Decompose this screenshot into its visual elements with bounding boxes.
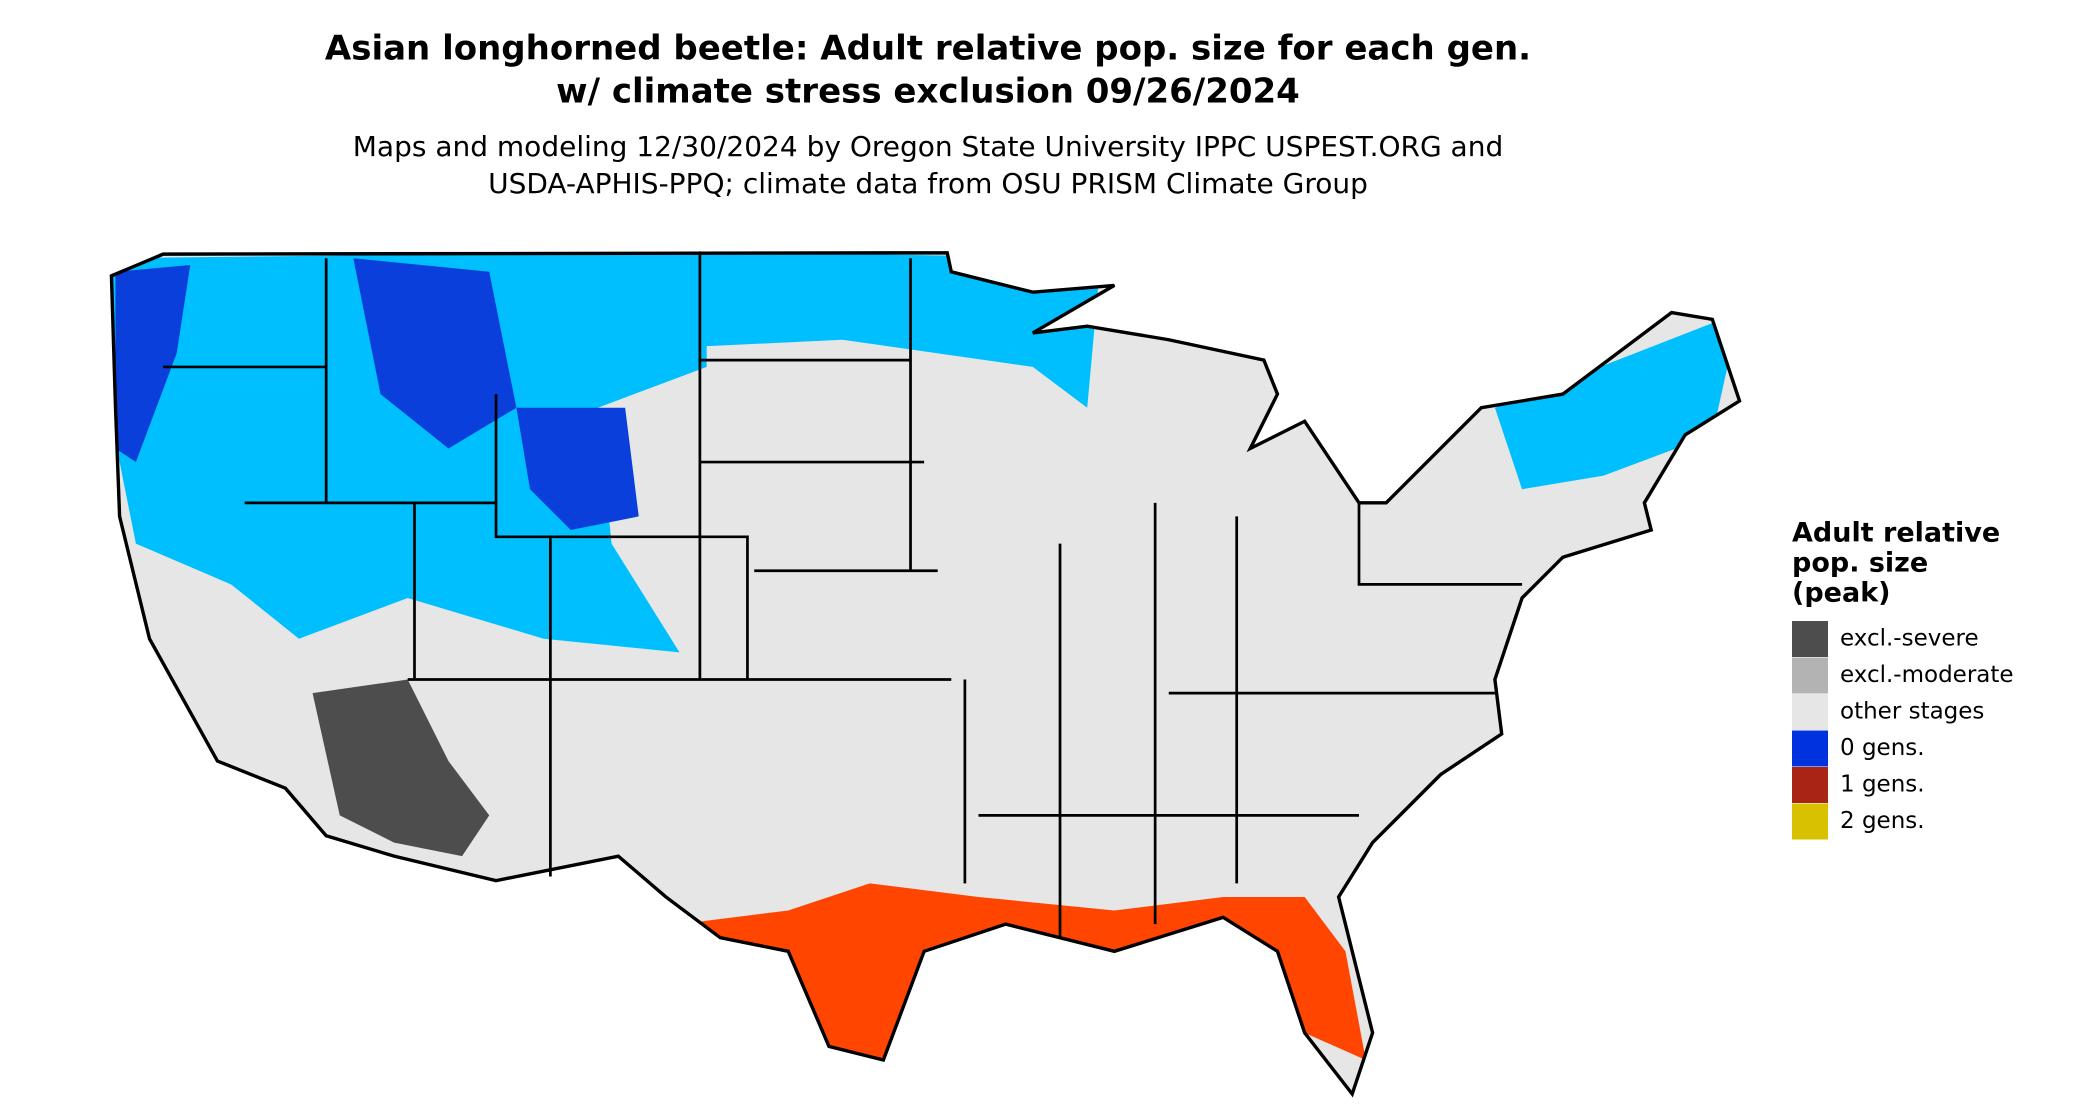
title: Asian longhorned beetle: Adult relative … (325, 29, 1531, 69)
legend-title: Adult relative (1792, 518, 2000, 549)
region-excl-severe (312, 679, 490, 857)
legend-label: 2 gens. (1840, 808, 1925, 834)
legend-swatch (1792, 803, 1828, 840)
legend-swatch (1792, 767, 1828, 803)
legend-swatch (1792, 657, 1828, 694)
legend-swatch (1792, 730, 1828, 767)
legend-label: excl.-severe (1840, 626, 1979, 652)
legend-swatch (1792, 694, 1828, 730)
subtitle: Maps and modeling 12/30/2024 by Oregon S… (353, 130, 1504, 163)
region-dark-blue (115, 258, 639, 531)
subtitle: USDA-APHIS-PPQ; climate data from OSU PR… (488, 167, 1368, 200)
legend-title: pop. size (1792, 548, 1928, 579)
legend-label: excl.-moderate (1840, 662, 2014, 688)
legend-label: other stages (1840, 699, 1984, 725)
region-light-blue (111, 252, 707, 653)
title: w/ climate stress exclusion 09/26/2024 (556, 72, 1300, 112)
legend-label: 1 gens. (1840, 772, 1925, 798)
us-map (109, 251, 1742, 1096)
region-one-gen (679, 883, 1366, 1074)
state-borders (163, 251, 1523, 938)
region-light-blue (699, 252, 1101, 408)
legend-label: 0 gens. (1840, 735, 1925, 761)
legend-swatch (1792, 621, 1828, 657)
legend-title: (peak) (1792, 578, 1891, 609)
